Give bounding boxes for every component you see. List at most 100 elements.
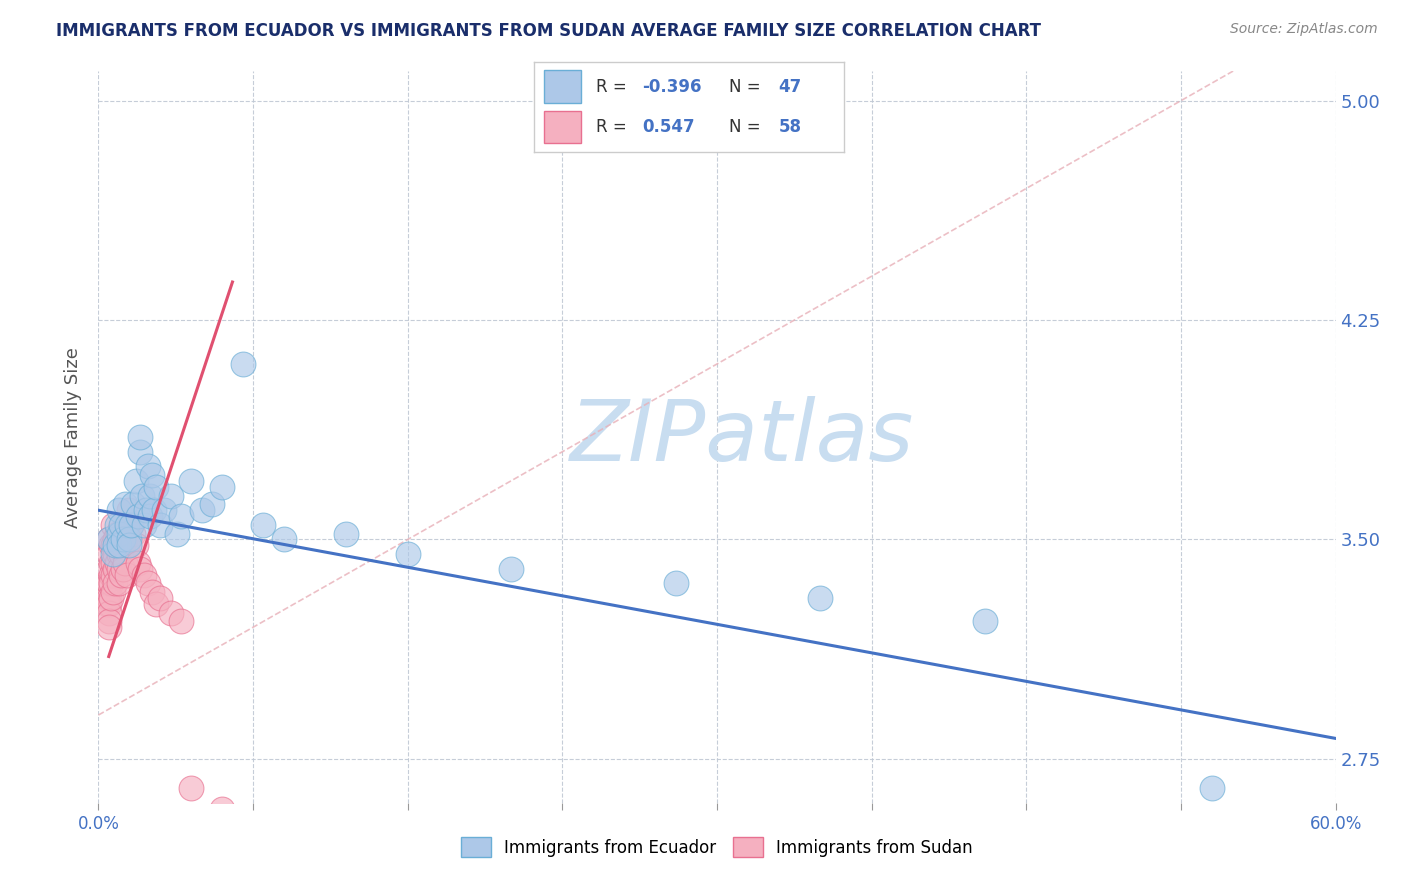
Point	[127, 509, 149, 524]
Point	[117, 517, 139, 532]
Point	[100, 567, 122, 582]
Point	[180, 781, 202, 796]
Point	[143, 503, 166, 517]
Point	[273, 819, 295, 833]
Point	[105, 556, 128, 570]
Point	[170, 509, 193, 524]
Point	[131, 489, 153, 503]
Point	[118, 538, 141, 552]
Text: 47: 47	[779, 78, 801, 95]
Point	[122, 526, 145, 541]
Point	[117, 538, 139, 552]
Point	[122, 497, 145, 511]
Point	[110, 547, 132, 561]
Point	[104, 533, 127, 547]
Point	[149, 517, 172, 532]
Point	[139, 509, 162, 524]
Point	[166, 526, 188, 541]
Point	[396, 547, 419, 561]
Point	[120, 517, 142, 532]
Text: IMMIGRANTS FROM ECUADOR VS IMMIGRANTS FROM SUDAN AVERAGE FAMILY SIZE CORRELATION: IMMIGRANTS FROM ECUADOR VS IMMIGRANTS FR…	[56, 22, 1042, 40]
FancyBboxPatch shape	[544, 70, 581, 103]
Point	[97, 576, 120, 591]
Point	[97, 615, 120, 629]
Point	[108, 533, 131, 547]
Point	[132, 567, 155, 582]
Point	[149, 591, 172, 605]
Point	[104, 562, 127, 576]
Point	[127, 556, 149, 570]
Point	[110, 567, 132, 582]
Point	[100, 556, 122, 570]
Point	[97, 533, 120, 547]
Point	[128, 562, 150, 576]
Point	[104, 576, 127, 591]
Point	[114, 556, 136, 570]
Point	[108, 503, 131, 517]
Point	[101, 567, 124, 582]
Point	[159, 606, 181, 620]
Point	[974, 615, 997, 629]
Text: ZIPatlas: ZIPatlas	[569, 395, 914, 479]
Point	[153, 503, 176, 517]
Point	[101, 547, 124, 561]
Point	[100, 576, 122, 591]
FancyBboxPatch shape	[544, 111, 581, 143]
Point	[114, 497, 136, 511]
Point	[139, 489, 162, 503]
Point	[136, 576, 159, 591]
Point	[104, 547, 127, 561]
Point	[232, 357, 254, 371]
Point	[145, 597, 167, 611]
Point	[105, 517, 128, 532]
Point	[108, 526, 131, 541]
Point	[112, 538, 135, 552]
Point	[118, 533, 141, 547]
Point	[97, 591, 120, 605]
Point	[141, 585, 163, 599]
Text: N =: N =	[730, 78, 766, 95]
Point	[180, 474, 202, 488]
Point	[110, 517, 132, 532]
Point	[128, 430, 150, 444]
Point	[141, 468, 163, 483]
Point	[128, 444, 150, 458]
Point	[101, 538, 124, 552]
Point	[117, 567, 139, 582]
Point	[108, 562, 131, 576]
Point	[108, 547, 131, 561]
Point	[159, 489, 181, 503]
Point	[273, 533, 295, 547]
Text: 58: 58	[779, 118, 801, 136]
Point	[96, 597, 118, 611]
Point	[136, 459, 159, 474]
Point	[118, 503, 141, 517]
Point	[97, 606, 120, 620]
Point	[104, 538, 127, 552]
Text: 0.547: 0.547	[643, 118, 695, 136]
Point	[201, 497, 224, 511]
Point	[211, 480, 233, 494]
Point	[97, 547, 120, 561]
Point	[120, 517, 142, 532]
Point	[97, 533, 120, 547]
Point	[108, 538, 131, 552]
Y-axis label: Average Family Size: Average Family Size	[65, 347, 83, 527]
Point	[101, 517, 124, 532]
Point	[96, 591, 118, 605]
Point	[100, 538, 122, 552]
Text: Source: ZipAtlas.com: Source: ZipAtlas.com	[1230, 22, 1378, 37]
Point	[93, 576, 115, 591]
Point	[105, 538, 128, 552]
Point	[132, 517, 155, 532]
Point	[112, 562, 135, 576]
Point	[124, 538, 146, 552]
Point	[101, 556, 124, 570]
Point	[114, 533, 136, 547]
Point	[1201, 781, 1223, 796]
Legend: Immigrants from Ecuador, Immigrants from Sudan: Immigrants from Ecuador, Immigrants from…	[454, 830, 980, 864]
Point	[97, 597, 120, 611]
Point	[335, 526, 357, 541]
Point	[499, 562, 522, 576]
Text: R =: R =	[596, 118, 633, 136]
